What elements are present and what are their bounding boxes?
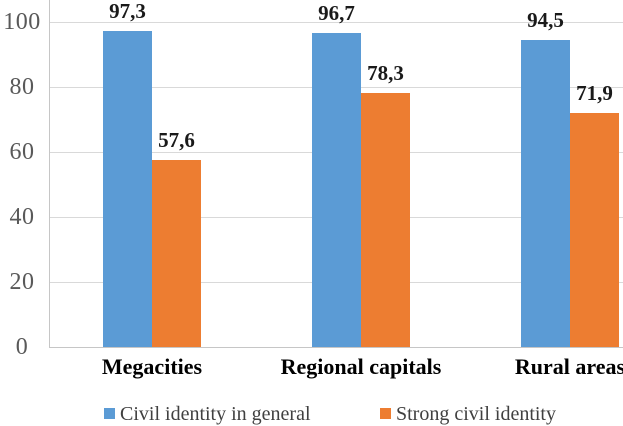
bar-rural-areas-civil-identity-in-general (521, 39, 570, 347)
legend-item-strong-civil-identity: Strong civil identity (380, 402, 556, 426)
y-tick-label-20: 20 (9, 269, 35, 295)
bar-megacities-civil-identity-in-general (103, 30, 152, 347)
y-tick-label-80: 80 (9, 74, 35, 100)
y-axis-line (49, 0, 50, 348)
value-label-rural-areas-strong-civil-identity: 71,9 (576, 81, 613, 106)
y-tick-label-100: 100 (3, 9, 41, 35)
legend-item-civil-identity-in-general: Civil identity in general (104, 402, 311, 426)
x-axis-line (49, 347, 623, 348)
y-tick-label-0: 0 (15, 334, 29, 360)
legend-swatch-icon (380, 408, 391, 419)
bar-regional-capitals-civil-identity-in-general (312, 32, 361, 347)
legend-label: Civil identity in general (120, 403, 311, 425)
value-label-regional-capitals-strong-civil-identity: 78,3 (367, 60, 404, 85)
value-label-megacities-civil-identity-in-general: 97,3 (109, 0, 146, 23)
legend-label: Strong civil identity (396, 403, 556, 425)
value-label-megacities-strong-civil-identity: 57,6 (158, 127, 195, 152)
y-tick-label-40: 40 (9, 204, 35, 230)
gridline-100 (50, 22, 623, 23)
category-label-rural-areas: Rural areas (514, 354, 623, 379)
category-label-regional-capitals: Regional capitals (280, 354, 442, 379)
bar-rural-areas-strong-civil-identity (570, 113, 619, 347)
y-tick-label-60: 60 (9, 139, 35, 165)
bar-regional-capitals-strong-civil-identity (361, 92, 410, 347)
category-label-megacities: Megacities (101, 354, 203, 379)
legend-swatch-icon (104, 408, 115, 419)
value-label-rural-areas-civil-identity-in-general: 94,5 (527, 7, 564, 32)
bar-megacities-strong-civil-identity (152, 159, 201, 347)
value-label-regional-capitals-civil-identity-in-general: 96,7 (318, 0, 355, 25)
legend: Civil identity in general Strong civil id… (0, 402, 623, 426)
